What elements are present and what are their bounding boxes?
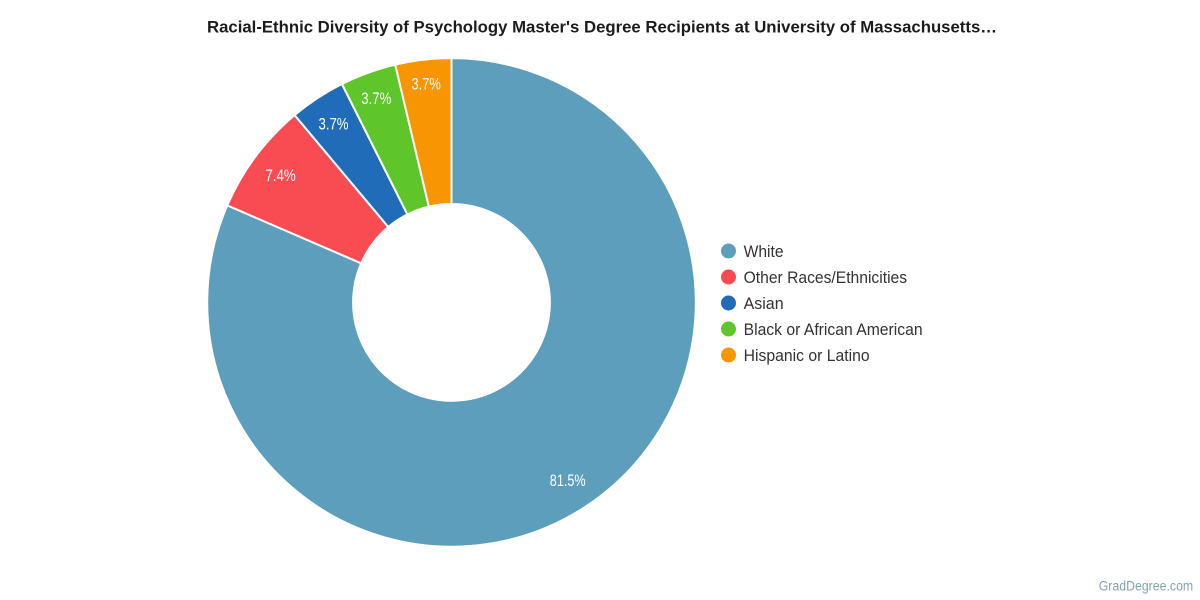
svg-text:7.4%: 7.4% (265, 166, 295, 185)
svg-text:3.7%: 3.7% (412, 74, 441, 93)
svg-text:GradDegree.com: GradDegree.com (1099, 578, 1194, 594)
svg-text:Asian: Asian (744, 294, 784, 313)
svg-text:Racial-Ethnic Diversity of Psy: Racial-Ethnic Diversity of Psychology Ma… (207, 17, 997, 36)
svg-text:Hispanic or Latino: Hispanic or Latino (744, 346, 870, 365)
svg-text:3.7%: 3.7% (361, 89, 391, 108)
svg-text:Black or African American: Black or African American (744, 320, 923, 339)
svg-text:Other Races/Ethnicities: Other Races/Ethnicities (744, 268, 908, 287)
svg-text:White: White (744, 242, 784, 261)
svg-text:3.7%: 3.7% (319, 114, 349, 133)
svg-text:81.5%: 81.5% (550, 471, 586, 490)
